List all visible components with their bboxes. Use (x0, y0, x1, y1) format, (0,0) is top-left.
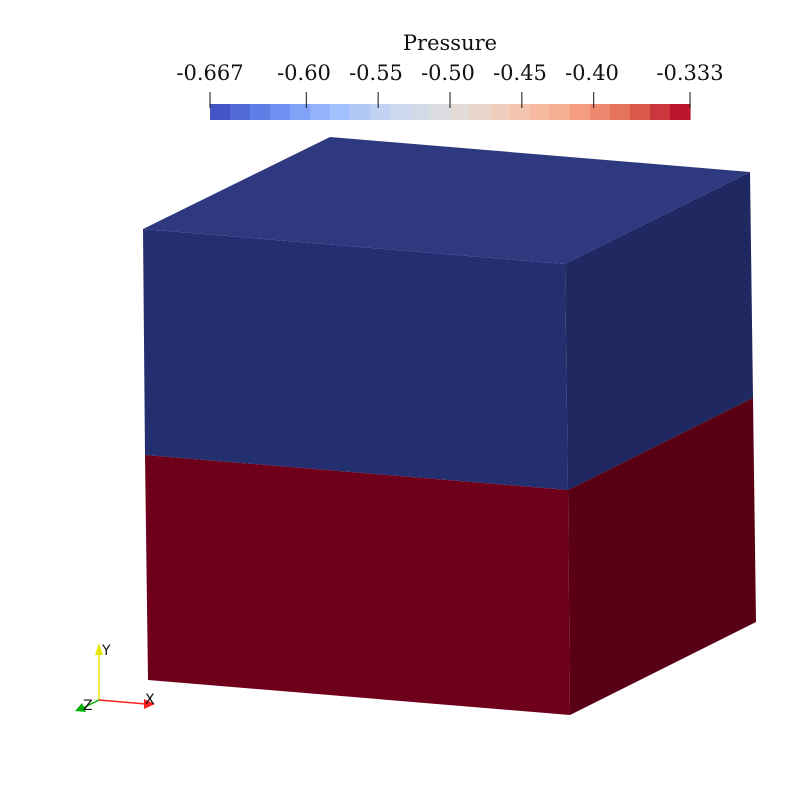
colorbar-band (570, 104, 591, 120)
colorbar-tick-label: -0.40 (565, 61, 619, 85)
colorbar-band (590, 104, 611, 120)
z-axis-line (82, 699, 100, 709)
cube-mesh (143, 137, 756, 715)
z-axis-label: Z (83, 698, 93, 714)
y-axis-arrowhead (95, 643, 103, 655)
z-axis-arrowhead (75, 703, 86, 712)
cube-front-face-upper (143, 229, 568, 490)
colorbar: Pressure -0.667 -0.60 -0.55 -0.50 -0.45 … (176, 31, 724, 120)
cube-right-face-upper (565, 172, 753, 490)
colorbar-tick-label: -0.50 (421, 61, 475, 85)
x-axis-line (98, 699, 147, 705)
colorbar-band (270, 104, 291, 120)
colorbar-band (630, 104, 651, 120)
colorbar-band (430, 104, 451, 120)
colorbar-tick-labels: -0.667 -0.60 -0.55 -0.50 -0.45 -0.40 -0.… (176, 61, 723, 85)
colorbar-band (350, 104, 371, 120)
colorbar-band (470, 104, 491, 120)
colorbar-band (530, 104, 551, 120)
orientation-axes-widget: Y X Z (75, 643, 155, 714)
colorbar-ticks (209, 92, 691, 108)
colorbar-band (330, 104, 351, 120)
y-axis-label: Y (101, 643, 111, 659)
colorbar-band (410, 104, 431, 120)
colorbar-band (230, 104, 251, 120)
cube-top-face (143, 137, 750, 264)
colorbar-tick-label: -0.45 (493, 61, 547, 85)
colorbar-band (550, 104, 571, 120)
colorbar-band (450, 104, 471, 120)
colorbar-band (650, 104, 671, 120)
colorbar-gradient (210, 104, 691, 120)
colorbar-band (210, 104, 231, 120)
x-axis-label: X (145, 692, 155, 708)
cube-front-face-lower (145, 455, 570, 715)
colorbar-title: Pressure (403, 31, 497, 55)
colorbar-band (390, 104, 411, 120)
colorbar-band (510, 104, 531, 120)
colorbar-tick-label: -0.55 (349, 61, 403, 85)
colorbar-band (310, 104, 331, 120)
colorbar-tick-label: -0.60 (277, 61, 331, 85)
colorbar-band (290, 104, 311, 120)
colorbar-band (370, 104, 391, 120)
colorbar-band (250, 104, 271, 120)
colorbar-band (610, 104, 631, 120)
colorbar-tick-label: -0.667 (176, 61, 243, 85)
colorbar-tick-label: -0.333 (656, 61, 723, 85)
x-axis-arrowhead (144, 699, 155, 709)
cube-right-face-lower (568, 398, 756, 715)
colorbar-band (490, 104, 511, 120)
colorbar-band (670, 104, 691, 120)
